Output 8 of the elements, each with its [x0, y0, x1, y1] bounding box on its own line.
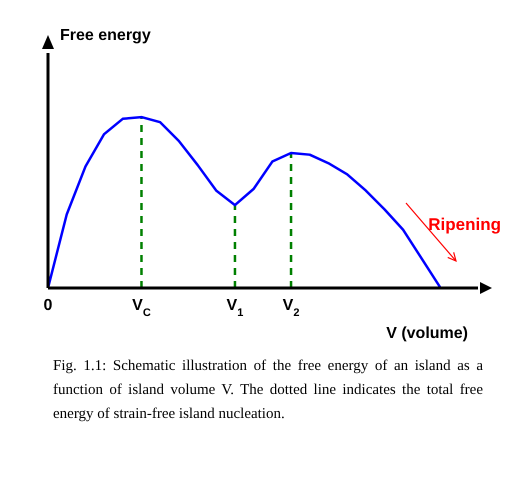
- x-axis-title: V (volume): [386, 325, 468, 342]
- y-axis-title: Free energy: [60, 27, 151, 45]
- x-tick-label: V$_{1}$: [226, 297, 244, 319]
- x-tick-label: 0: [44, 297, 53, 314]
- caption: Fig. 1.1: Schematic illustration of the free energy of an island as a function of island volume V. The dotted line indicates the total free energy of strain-free island nucleation.: [53, 357, 483, 424]
- x-tick-label: V$_{C}$: [132, 297, 151, 319]
- annotation: Ripening: [428, 215, 501, 234]
- x-tick-label: V$_{2}$: [282, 297, 300, 319]
